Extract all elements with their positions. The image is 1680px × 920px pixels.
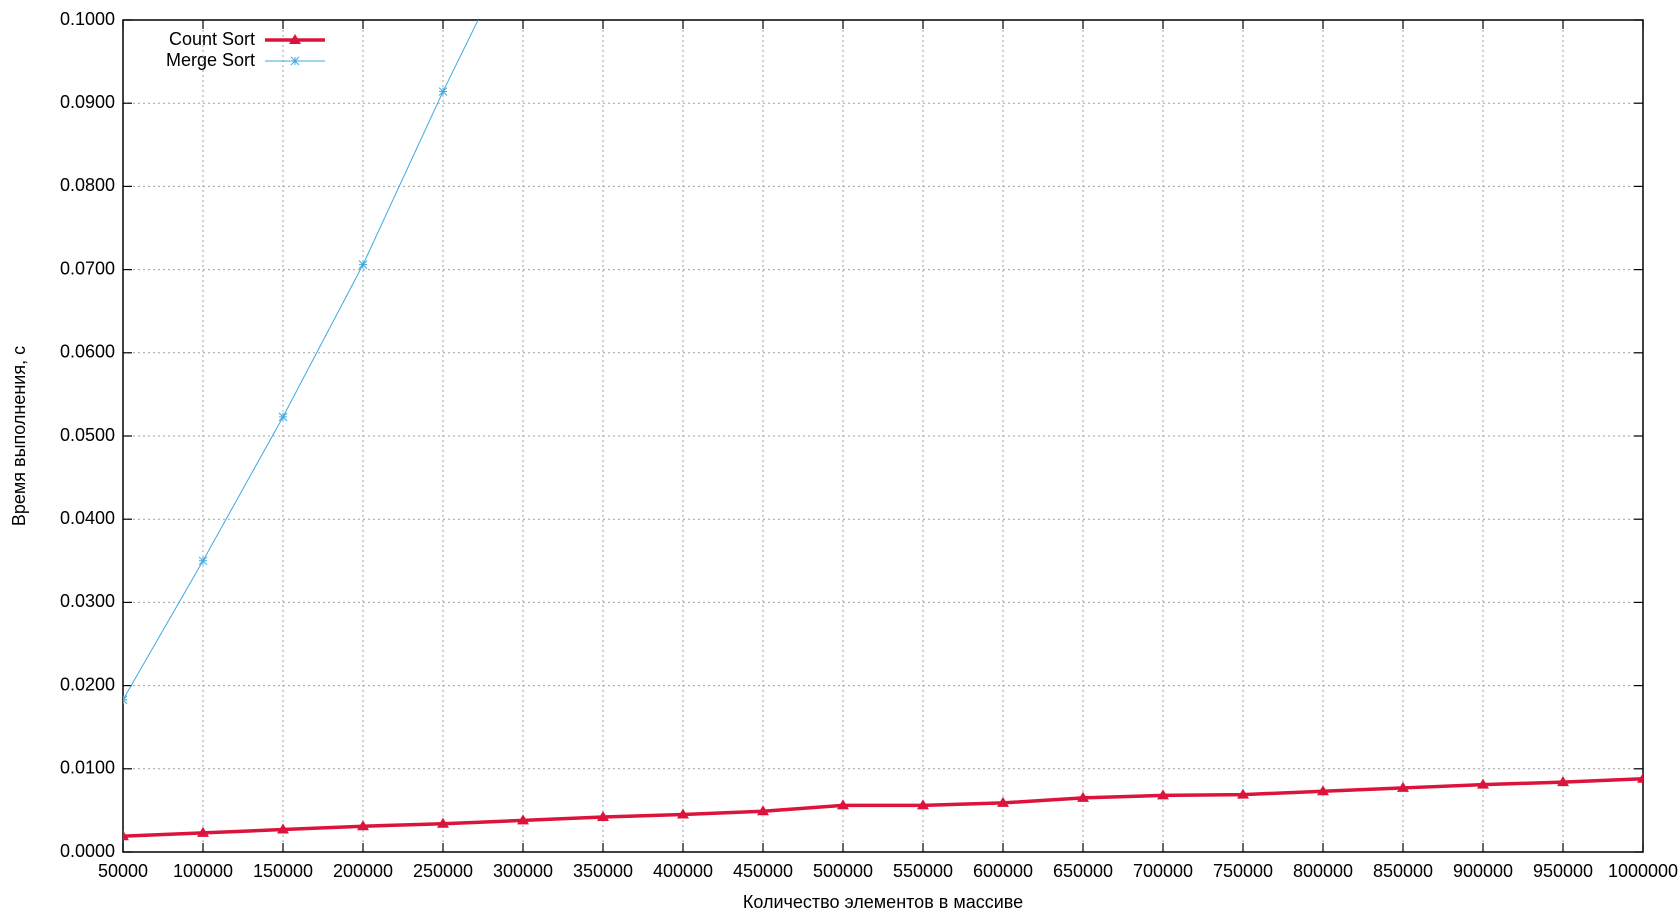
data-point xyxy=(198,556,208,566)
data-point xyxy=(437,817,449,828)
data-point xyxy=(917,799,929,810)
data-point xyxy=(1317,785,1329,796)
x-tick-label: 700000 xyxy=(1133,861,1193,881)
data-point xyxy=(278,412,288,422)
plot-border xyxy=(122,19,1644,853)
data-point xyxy=(123,695,128,705)
plot-area xyxy=(123,20,1643,841)
data-point xyxy=(837,799,849,810)
data-point xyxy=(277,823,289,834)
y-tick-label: 0.0200 xyxy=(60,674,115,694)
y-tick-label: 0.0500 xyxy=(60,425,115,445)
legend-marker xyxy=(289,34,301,44)
data-point xyxy=(1237,788,1249,799)
data-point xyxy=(757,805,769,816)
x-tick-label: 550000 xyxy=(893,861,953,881)
y-tick-label: 0.0100 xyxy=(60,758,115,778)
y-axis-label: Время выполнения, с xyxy=(9,346,29,526)
data-point xyxy=(1157,789,1169,800)
data-point xyxy=(517,814,529,825)
data-point xyxy=(123,830,129,841)
x-tick-label: 300000 xyxy=(493,861,553,881)
x-tick-label: 600000 xyxy=(973,861,1033,881)
series-line xyxy=(123,20,479,700)
y-tick-label: 0.0900 xyxy=(60,92,115,112)
x-axis-label: Количество элементов в массиве xyxy=(743,892,1023,912)
x-tick-label: 100000 xyxy=(173,861,233,881)
x-tick-label: 650000 xyxy=(1053,861,1113,881)
x-tick-label: 50000 xyxy=(98,861,148,881)
legend-label: Merge Sort xyxy=(166,50,255,70)
y-tick-label: 0.0000 xyxy=(60,841,115,861)
x-tick-label: 150000 xyxy=(253,861,313,881)
y-tick-label: 0.1000 xyxy=(60,9,115,29)
x-tick-label: 950000 xyxy=(1533,861,1593,881)
data-point xyxy=(597,811,609,822)
data-point xyxy=(358,260,368,269)
x-tick-label: 800000 xyxy=(1293,861,1353,881)
x-tick-label: 750000 xyxy=(1213,861,1273,881)
data-point xyxy=(1397,781,1409,792)
x-tick-label: 350000 xyxy=(573,861,633,881)
series-line xyxy=(123,777,1643,838)
x-tick-label: 1000000 xyxy=(1608,861,1678,881)
data-point xyxy=(1077,791,1089,802)
data-point xyxy=(1477,778,1489,789)
data-point xyxy=(677,808,689,819)
data-point xyxy=(438,87,448,96)
data-point xyxy=(1557,776,1569,787)
y-tick-label: 0.0800 xyxy=(60,175,115,195)
data-point xyxy=(1637,772,1643,783)
legend-label: Count Sort xyxy=(169,29,255,49)
y-tick-label: 0.0700 xyxy=(60,258,115,278)
data-point xyxy=(357,820,369,831)
x-tick-label: 450000 xyxy=(733,861,793,881)
x-tick-label: 500000 xyxy=(813,861,873,881)
x-tick-label: 400000 xyxy=(653,861,713,881)
data-point xyxy=(997,796,1009,807)
y-tick-label: 0.0300 xyxy=(60,591,115,611)
x-tick-label: 850000 xyxy=(1373,861,1433,881)
legend-marker xyxy=(290,56,300,66)
y-tick-label: 0.0600 xyxy=(60,342,115,362)
y-tick-label: 0.0400 xyxy=(60,508,115,528)
x-tick-label: 200000 xyxy=(333,861,393,881)
data-point xyxy=(197,826,209,837)
x-tick-label: 250000 xyxy=(413,861,473,881)
x-tick-label: 900000 xyxy=(1453,861,1513,881)
